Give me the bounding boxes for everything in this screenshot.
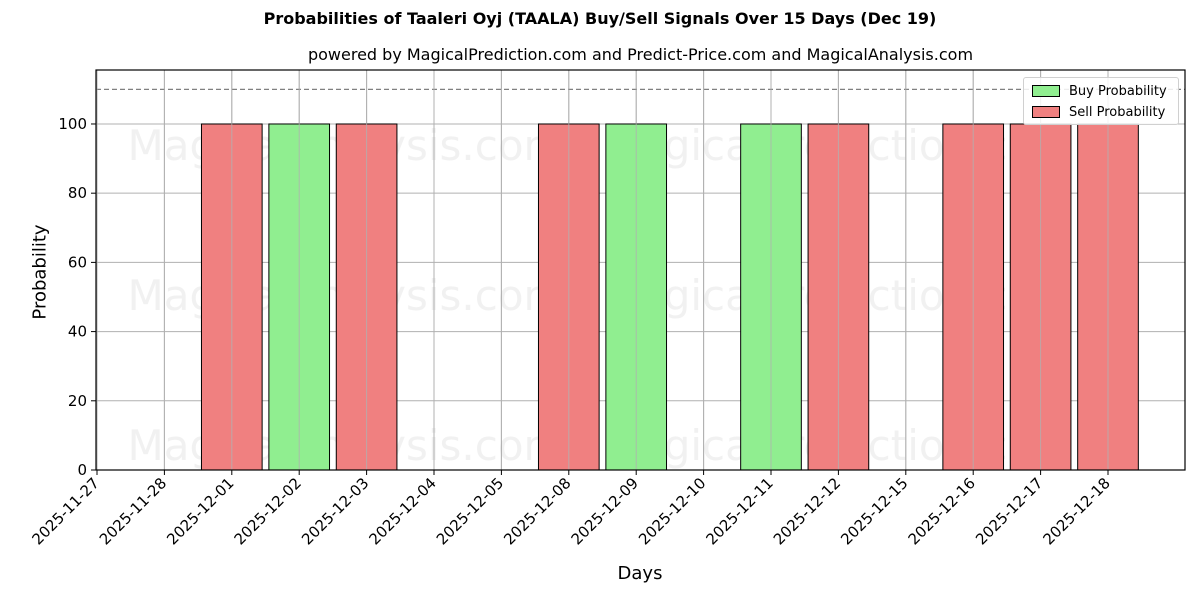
x-axis-label: Days [617, 563, 663, 584]
sell-swatch-icon [1032, 106, 1060, 118]
x-tick-label: 2025-12-02 [231, 474, 305, 548]
legend-label-sell: Sell Probability [1069, 104, 1166, 120]
x-tick-label: 2025-12-18 [1039, 474, 1113, 548]
legend-label-buy: Buy Probability [1069, 83, 1167, 99]
x-tick-label: 2025-12-05 [433, 474, 507, 548]
x-tick-label: 2025-12-08 [500, 474, 574, 548]
y-tick-label: 0 [77, 461, 87, 479]
chart-subtitle: powered by MagicalPrediction.com and Pre… [307, 45, 974, 64]
x-tick-label: 2025-11-28 [96, 474, 170, 548]
x-tick-label: 2025-12-01 [163, 474, 237, 548]
y-tick-label: 60 [68, 253, 87, 271]
x-axis-ticks: 2025-11-272025-11-282025-12-012025-12-02… [28, 470, 1114, 548]
x-tick-label: 2025-12-16 [905, 474, 979, 548]
x-tick-label: 2025-12-11 [702, 474, 776, 548]
x-tick-label: 2025-12-15 [837, 474, 911, 548]
x-tick-label: 2025-12-09 [568, 474, 642, 548]
x-tick-label: 2025-12-04 [365, 474, 439, 548]
x-tick-label: 2025-12-10 [635, 474, 709, 548]
legend-item-sell: Sell Probability [1032, 103, 1165, 121]
axes [95, 69, 1186, 471]
axes-frame [95, 69, 1186, 471]
x-tick-label: 2025-12-17 [972, 474, 1046, 548]
legend: Buy Probability Sell Probability [1023, 77, 1179, 125]
buy-swatch-icon [1032, 85, 1060, 97]
bars [96, 70, 1139, 471]
chart-title: Probabilities of Taaleri Oyj (TAALA) Buy… [263, 9, 937, 28]
y-axis-ticks: 0 20 40 60 80 100 [58, 115, 96, 479]
x-tick-label: 2025-12-12 [770, 474, 844, 548]
legend-item-buy: Buy Probability [1032, 82, 1167, 100]
y-tick-label: 80 [68, 184, 87, 202]
x-tick-label: 2025-12-03 [298, 474, 372, 548]
y-tick-label: 100 [58, 115, 87, 133]
y-tick-label: 40 [68, 323, 87, 341]
y-axis-label: Probability [29, 224, 51, 320]
x-tick-label: 2025-11-27 [28, 474, 102, 548]
y-tick-label: 20 [68, 392, 87, 410]
